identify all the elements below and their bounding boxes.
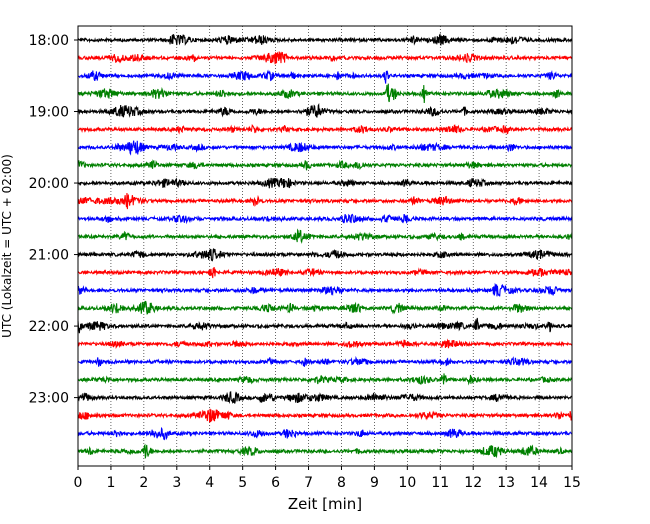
y-tick-label: 22:00 <box>29 319 69 335</box>
seismogram-trace <box>77 32 573 46</box>
x-tick-label: 2 <box>139 475 148 491</box>
y-tick-label: 19:00 <box>29 105 69 121</box>
seismogram-trace <box>77 317 573 334</box>
seismogram-trace <box>77 228 573 244</box>
seismogram-trace <box>77 300 573 315</box>
y-tick-label: 20:00 <box>29 176 69 192</box>
seismogram-trace <box>77 192 573 210</box>
plot-frame <box>77 25 573 467</box>
x-tick-label: 0 <box>74 475 83 491</box>
seismogram-trace <box>77 338 573 350</box>
x-tick-label: 12 <box>464 475 482 491</box>
y-axis-ticks: 18:00 19:00 20:00 21:00 22:00 23:00 <box>29 33 78 407</box>
x-axis-ticks: 0 1 2 3 4 5 6 7 8 9 10 11 12 13 14 15 <box>74 466 581 491</box>
x-tick-label: 1 <box>106 475 115 491</box>
x-tick-label: 9 <box>370 475 379 491</box>
seismogram-trace <box>77 159 573 171</box>
y-tick-label: 18:00 <box>29 33 69 49</box>
trace-layer <box>77 32 573 459</box>
seismogram-trace <box>77 282 573 297</box>
x-tick-label: 11 <box>431 475 449 491</box>
x-tick-label: 7 <box>304 475 313 491</box>
y-axis-label: UTC (Lokalzeit = UTC + 02:00) <box>0 154 14 338</box>
x-tick-label: 15 <box>563 475 581 491</box>
y-tick-label: 21:00 <box>29 248 69 264</box>
seismogram-trace <box>77 443 573 459</box>
x-axis-label: Zeit [min] <box>288 495 362 513</box>
seismogram-trace <box>77 69 573 84</box>
seismogram-trace <box>77 373 573 386</box>
seismogram-trace <box>77 177 573 189</box>
grid-layer <box>110 26 540 466</box>
seismogram-trace <box>77 213 573 225</box>
x-tick-label: 14 <box>530 475 548 491</box>
seismogram-trace <box>77 408 573 423</box>
seismogram-trace <box>77 266 573 279</box>
seismogram-trace <box>77 83 573 104</box>
seismogram-trace <box>77 391 573 405</box>
x-tick-label: 8 <box>337 475 346 491</box>
seismogram-trace <box>77 426 573 441</box>
x-tick-label: 13 <box>497 475 515 491</box>
x-tick-label: 4 <box>205 475 214 491</box>
x-tick-label: 3 <box>172 475 181 491</box>
x-tick-label: 10 <box>398 475 416 491</box>
seismogram-trace <box>77 355 573 367</box>
seismogram-trace <box>77 140 573 156</box>
seismogram-trace <box>77 103 573 118</box>
x-tick-label: 5 <box>238 475 247 491</box>
seismogram-trace <box>77 51 573 65</box>
y-tick-label: 23:00 <box>29 391 69 407</box>
x-tick-label: 6 <box>271 475 280 491</box>
seismogram-trace <box>77 248 573 262</box>
seismogram-trace <box>77 123 573 135</box>
